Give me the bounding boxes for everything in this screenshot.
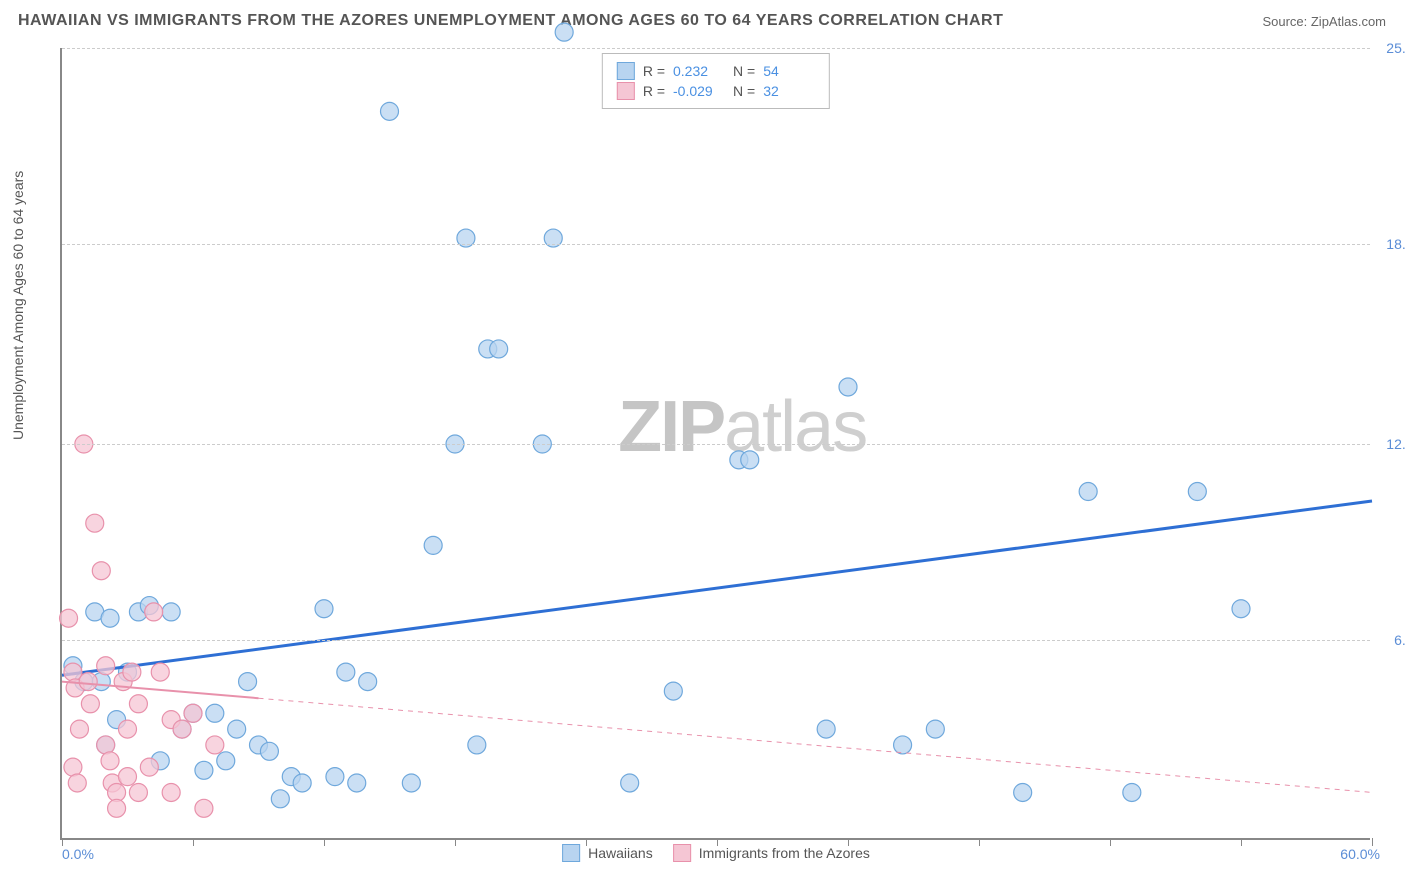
scatter-point [217, 752, 235, 770]
y-tick-label: 18.8% [1386, 236, 1406, 252]
scatter-point [92, 562, 110, 580]
scatter-point [195, 799, 213, 817]
scatter-point [1188, 483, 1206, 501]
scatter-point [145, 603, 163, 621]
scatter-point [337, 663, 355, 681]
x-tick [1372, 838, 1373, 846]
scatter-point [926, 720, 944, 738]
scatter-point [894, 736, 912, 754]
scatter-point [664, 682, 682, 700]
x-tick [324, 838, 325, 846]
plot-area: ZIPatlas R = 0.232 N = 54 R = -0.029 N =… [60, 48, 1370, 840]
x-tick [586, 838, 587, 846]
scatter-point [1232, 600, 1250, 618]
trend-line-dashed [259, 698, 1373, 792]
scatter-point [60, 609, 78, 627]
scatter-point [315, 600, 333, 618]
scatter-point [490, 340, 508, 358]
legend-swatch-icon [673, 844, 691, 862]
scatter-point [140, 758, 158, 776]
scatter-point [839, 378, 857, 396]
scatter-point [348, 774, 366, 792]
x-tick [979, 838, 980, 846]
scatter-point [555, 23, 573, 41]
scatter-point [621, 774, 639, 792]
scatter-point [195, 761, 213, 779]
x-axis-max-label: 60.0% [1340, 846, 1380, 862]
y-tick-label: 6.3% [1394, 632, 1406, 648]
scatter-point [129, 783, 147, 801]
x-tick [1110, 838, 1111, 846]
scatter-point [271, 790, 289, 808]
scatter-point [817, 720, 835, 738]
legend-series-item: Immigrants from the Azores [673, 844, 870, 862]
x-tick [62, 838, 63, 846]
scatter-point [424, 536, 442, 554]
scatter-point [64, 758, 82, 776]
scatter-point [359, 673, 377, 691]
chart-title: HAWAIIAN VS IMMIGRANTS FROM THE AZORES U… [18, 12, 1003, 30]
legend-series-label: Hawaiians [588, 845, 653, 861]
x-tick [1241, 838, 1242, 846]
trend-line [62, 501, 1372, 675]
scatter-point [228, 720, 246, 738]
y-axis-label: Unemployment Among Ages 60 to 64 years [10, 171, 26, 440]
scatter-point [206, 704, 224, 722]
gridline-horizontal [62, 640, 1370, 641]
scatter-point [162, 783, 180, 801]
y-tick-label: 25.0% [1386, 40, 1406, 56]
legend-swatch-icon [562, 844, 580, 862]
scatter-point [129, 695, 147, 713]
scatter-point [81, 695, 99, 713]
scatter-point [108, 799, 126, 817]
legend-series-label: Immigrants from the Azores [699, 845, 870, 861]
scatter-point [151, 663, 169, 681]
scatter-point [402, 774, 420, 792]
scatter-point [173, 720, 191, 738]
scatter-point [326, 768, 344, 786]
source-label: Source: ZipAtlas.com [1262, 14, 1386, 29]
x-tick [193, 838, 194, 846]
scatter-point [468, 736, 486, 754]
legend-series-box: Hawaiians Immigrants from the Azores [562, 844, 870, 862]
scatter-point [1079, 483, 1097, 501]
scatter-point [162, 603, 180, 621]
gridline-horizontal [62, 444, 1370, 445]
scatter-point [70, 720, 88, 738]
gridline-horizontal [62, 48, 1370, 49]
chart-svg [62, 48, 1370, 838]
y-tick-label: 12.5% [1386, 436, 1406, 452]
gridline-horizontal [62, 244, 1370, 245]
x-tick [848, 838, 849, 846]
scatter-point [239, 673, 257, 691]
scatter-point [119, 768, 137, 786]
scatter-point [97, 657, 115, 675]
scatter-point [293, 774, 311, 792]
scatter-point [97, 736, 115, 754]
scatter-point [86, 514, 104, 532]
legend-series-item: Hawaiians [562, 844, 653, 862]
scatter-point [119, 720, 137, 738]
scatter-point [206, 736, 224, 754]
scatter-point [260, 742, 278, 760]
scatter-point [123, 663, 141, 681]
scatter-point [101, 752, 119, 770]
x-axis-min-label: 0.0% [62, 846, 94, 862]
scatter-point [68, 774, 86, 792]
scatter-point [1014, 783, 1032, 801]
scatter-point [1123, 783, 1141, 801]
x-tick [455, 838, 456, 846]
scatter-point [381, 102, 399, 120]
x-tick [717, 838, 718, 846]
scatter-point [79, 673, 97, 691]
scatter-point [101, 609, 119, 627]
scatter-point [184, 704, 202, 722]
scatter-point [741, 451, 759, 469]
